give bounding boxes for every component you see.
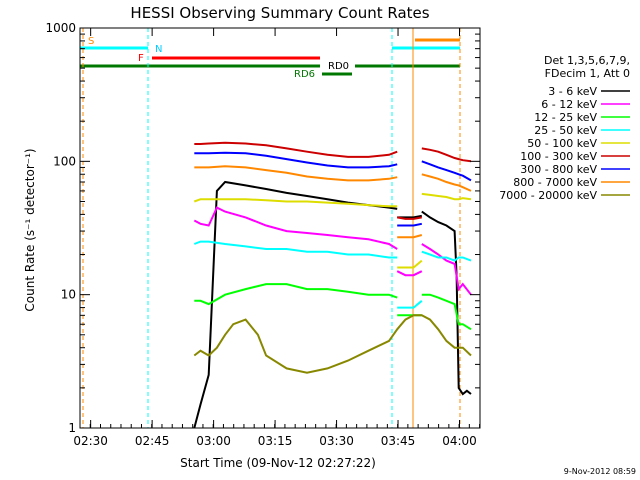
series-line-2-2 bbox=[421, 293, 472, 331]
x-tick-label-1: 02:45 bbox=[135, 434, 170, 448]
series-lines bbox=[193, 141, 472, 429]
timestamp-stamp: 9-Nov-2012 08:59 bbox=[564, 467, 636, 476]
x-axis-label: Start Time (09-Nov-12 02:27:22) bbox=[180, 456, 376, 470]
series-line-7-2 bbox=[421, 173, 472, 192]
flag-label-f: F bbox=[138, 53, 144, 64]
series-line-3-0 bbox=[193, 240, 398, 259]
series-line-6-0 bbox=[194, 151, 398, 169]
series-line-5-2 bbox=[421, 147, 472, 163]
legend-label-8: 7000 - 20000 keV bbox=[499, 189, 597, 202]
series-line-6-1 bbox=[397, 222, 423, 227]
y-tick-label-2: 100 bbox=[53, 154, 76, 168]
series-line-3-1 bbox=[397, 300, 423, 309]
legend-label-2: 12 - 25 keV bbox=[534, 111, 597, 124]
y-tick-label-3: 1000 bbox=[45, 21, 76, 35]
plot-frame bbox=[79, 27, 481, 429]
series-line-2-0 bbox=[194, 283, 398, 306]
series-line-5-0 bbox=[194, 141, 398, 158]
flag-label-n: N bbox=[155, 44, 162, 55]
flag-label-rd6: RD6 bbox=[294, 69, 315, 80]
series-line-4-1 bbox=[397, 259, 423, 269]
chart-title: HESSI Observing Summary Count Rates bbox=[130, 4, 429, 22]
x-tick-label-5: 03:45 bbox=[381, 434, 416, 448]
legend-label-0: 3 - 6 keV bbox=[548, 85, 597, 98]
legend-label-6: 300 - 800 keV bbox=[520, 163, 597, 176]
series-line-7-0 bbox=[194, 165, 398, 182]
legend-label-5: 100 - 300 keV bbox=[520, 150, 597, 163]
series-line-6-2 bbox=[421, 160, 472, 182]
series-line-4-0 bbox=[193, 198, 398, 208]
series-line-8-0 bbox=[193, 314, 472, 374]
x-tick-label-6: 04:00 bbox=[442, 434, 477, 448]
flag-bars: S NF RD0 RD6 bbox=[80, 28, 461, 428]
y-axis-label: Count Rate (s⁻¹ detector⁻¹) bbox=[23, 148, 37, 311]
series-line-3-2 bbox=[421, 250, 472, 262]
legend-label-1: 6 - 12 keV bbox=[541, 98, 597, 111]
series-line-1-2 bbox=[421, 243, 472, 296]
y-tick-label-1: 10 bbox=[61, 288, 76, 302]
x-tick-label-4: 03:30 bbox=[319, 434, 354, 448]
series-line-5-1 bbox=[397, 216, 422, 220]
series-line-4-2 bbox=[421, 192, 472, 201]
flag-label-rd0: RD0 bbox=[328, 61, 349, 72]
legend-label-3: 25 - 50 keV bbox=[534, 124, 597, 137]
series-line-1-1 bbox=[396, 270, 423, 277]
legend: Det 1,3,5,6,7,9,FDecim 1, Att 0 3 - 6 keV… bbox=[499, 54, 630, 202]
flag-label-s: S bbox=[88, 36, 94, 47]
x-tick-label-3: 03:15 bbox=[258, 434, 293, 448]
series-line-0-2 bbox=[421, 210, 472, 396]
legend-header-0: Det 1,3,5,6,7,9, bbox=[544, 54, 630, 67]
y-axis: 1 10 100 1000 bbox=[45, 21, 480, 435]
legend-label-7: 800 - 7000 keV bbox=[513, 176, 597, 189]
x-tick-label-2: 03:00 bbox=[196, 434, 231, 448]
x-axis: 02:30 02:45 03:00 03:15 03:30 03:45 04:00 bbox=[73, 28, 481, 448]
legend-label-4: 50 - 100 keV bbox=[527, 137, 597, 150]
legend-header-1: FDecim 1, Att 0 bbox=[545, 67, 630, 80]
series-line-7-1 bbox=[397, 234, 423, 239]
series-line-1-0 bbox=[193, 206, 398, 250]
y-tick-label-0: 1 bbox=[68, 421, 76, 435]
x-tick-label-0: 02:30 bbox=[73, 434, 108, 448]
